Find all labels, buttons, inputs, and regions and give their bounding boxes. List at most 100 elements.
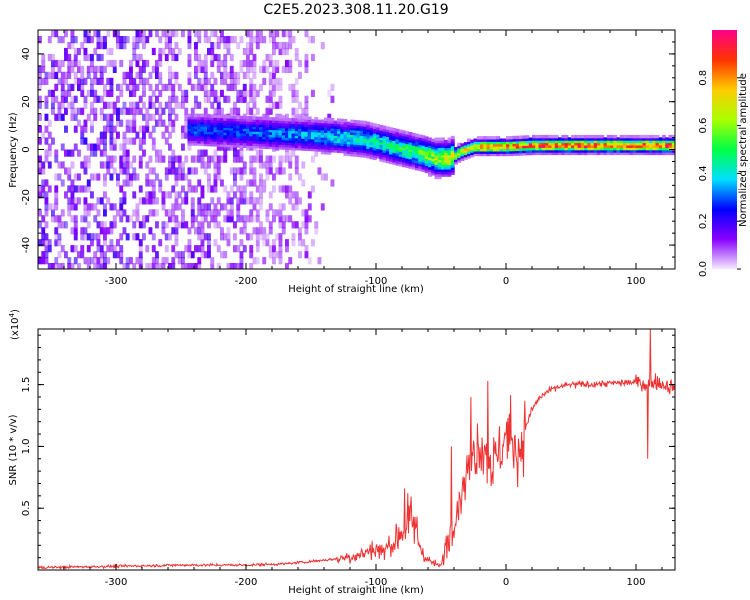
spectrogram-cell xyxy=(164,83,169,91)
spectrogram-signal-cell xyxy=(613,151,618,156)
spectrogram-cell xyxy=(294,77,299,85)
spectrogram-cell xyxy=(125,167,130,175)
spectrogram-signal-cell xyxy=(476,136,481,140)
spectrogram-cell xyxy=(298,233,302,241)
spectrogram-cell xyxy=(194,30,198,38)
spectrogram-signal-cell xyxy=(242,118,247,122)
spectrogram-signal-cell xyxy=(268,145,273,150)
spectrogram-cell xyxy=(122,167,127,175)
spectrogram-cell xyxy=(96,30,101,38)
spectrogram-cell xyxy=(109,245,114,253)
spectrogram-cell xyxy=(90,143,94,151)
spectrogram-signal-cell xyxy=(506,138,510,142)
spectrogram-signal-cell xyxy=(324,124,328,129)
spectrogram-signal-cell xyxy=(366,131,371,135)
spectrogram-signal-cell xyxy=(207,128,211,132)
spectrogram-signal-cell xyxy=(363,128,367,132)
spectrogram-signal-cell xyxy=(454,158,458,163)
spectrogram-signal-cell xyxy=(480,136,484,140)
spectrogram-cell xyxy=(158,185,163,193)
spectrogram-cell xyxy=(278,203,283,211)
spectrogram-cell xyxy=(252,53,257,62)
spectrogram-signal-cell xyxy=(356,129,361,134)
spectrogram-signal-cell xyxy=(463,144,468,148)
spectrogram-cell xyxy=(171,71,176,79)
spectrogram-signal-cell xyxy=(447,166,452,170)
spectrogram-signal-cell xyxy=(389,146,393,150)
spectrogram-signal-cell xyxy=(216,129,221,133)
spectrogram-cell xyxy=(285,215,289,223)
spectrogram-cell xyxy=(210,101,215,109)
spectrogram-signal-cell xyxy=(561,149,566,153)
spectrogram-signal-cell xyxy=(285,122,289,126)
spectrogram-signal-cell xyxy=(590,139,595,144)
spectrogram-cell xyxy=(138,65,143,73)
spectrogram-signal-cell xyxy=(668,142,673,146)
spectrogram-signal-cell xyxy=(519,142,523,147)
spectrogram-signal-cell xyxy=(301,144,306,149)
spectrogram-signal-cell xyxy=(304,147,309,151)
spectrogram-cell xyxy=(77,185,81,193)
spectrogram-signal-cell xyxy=(285,129,289,134)
spectrogram-signal-cell xyxy=(333,144,338,148)
spectrogram-cell xyxy=(138,239,143,247)
spectrogram-cell xyxy=(54,215,59,223)
spectrogram-signal-cell xyxy=(493,138,497,142)
spectrogram-cell xyxy=(203,65,208,73)
spectrogram-signal-cell xyxy=(444,144,449,149)
spectrogram-signal-cell xyxy=(353,141,358,145)
spectrogram-signal-cell xyxy=(330,132,335,136)
spectrogram-signal-cell xyxy=(223,122,228,126)
spectrogram-cell xyxy=(138,263,143,269)
spectrogram-cell xyxy=(259,161,263,169)
spectrogram-signal-cell xyxy=(411,163,416,168)
spectrogram-cell xyxy=(259,179,263,187)
spectrogram-signal-cell xyxy=(288,122,293,127)
spectrogram-cell xyxy=(83,209,88,217)
spectrogram-cell xyxy=(64,251,68,259)
spectrogram-signal-cell xyxy=(311,145,315,149)
spectrogram-signal-cell xyxy=(379,124,384,129)
spectrogram-signal-cell xyxy=(307,126,312,130)
spectrogram-cell xyxy=(278,47,283,56)
spectrogram-signal-cell xyxy=(320,146,325,150)
spectrogram-cell xyxy=(80,71,85,79)
spectrogram-signal-cell xyxy=(619,134,624,139)
spectrogram-signal-cell xyxy=(408,158,413,162)
spectrogram-cell xyxy=(116,119,120,127)
spectrogram-signal-cell xyxy=(467,140,471,145)
spectrogram-cell xyxy=(207,203,211,211)
spectrogram-signal-cell xyxy=(668,151,673,156)
spectrogram-signal-cell xyxy=(402,144,406,149)
spectrogram-cell xyxy=(38,185,42,193)
spectrogram-cell xyxy=(54,239,59,247)
spectrogram-signal-cell xyxy=(304,126,309,130)
spectrogram-signal-cell xyxy=(389,127,393,131)
spectrogram-cell xyxy=(174,53,179,62)
spectrogram-signal-cell xyxy=(281,141,286,145)
spectrogram-signal-cell xyxy=(623,137,627,141)
spectrogram-signal-cell xyxy=(460,150,465,154)
spectrogram-signal-cell xyxy=(330,130,335,134)
spectrogram-signal-cell xyxy=(606,142,611,146)
spectrogram-signal-cell xyxy=(278,146,283,150)
spectrogram-cell xyxy=(236,203,241,211)
spectrogram-cell xyxy=(304,107,309,115)
spectrogram-signal-cell xyxy=(369,155,374,160)
spectrogram-signal-cell xyxy=(210,121,215,125)
spectrogram-signal-cell xyxy=(649,137,653,141)
spectrogram-cell xyxy=(239,149,244,157)
spectrogram-cell xyxy=(194,53,198,62)
spectrogram-signal-cell xyxy=(239,130,244,134)
spectrogram-cell xyxy=(226,71,231,79)
spectrogram-signal-cell xyxy=(564,137,569,141)
spectrogram-cell xyxy=(168,155,172,163)
spectrogram-signal-cell xyxy=(587,149,592,153)
spectrogram-cell xyxy=(275,65,280,73)
spectrogram-cell xyxy=(116,173,120,181)
spectrogram-signal-cell xyxy=(194,128,198,132)
spectrogram-cell xyxy=(155,251,159,259)
spectrogram-cell xyxy=(223,53,228,62)
spectrogram-cell xyxy=(171,89,176,97)
